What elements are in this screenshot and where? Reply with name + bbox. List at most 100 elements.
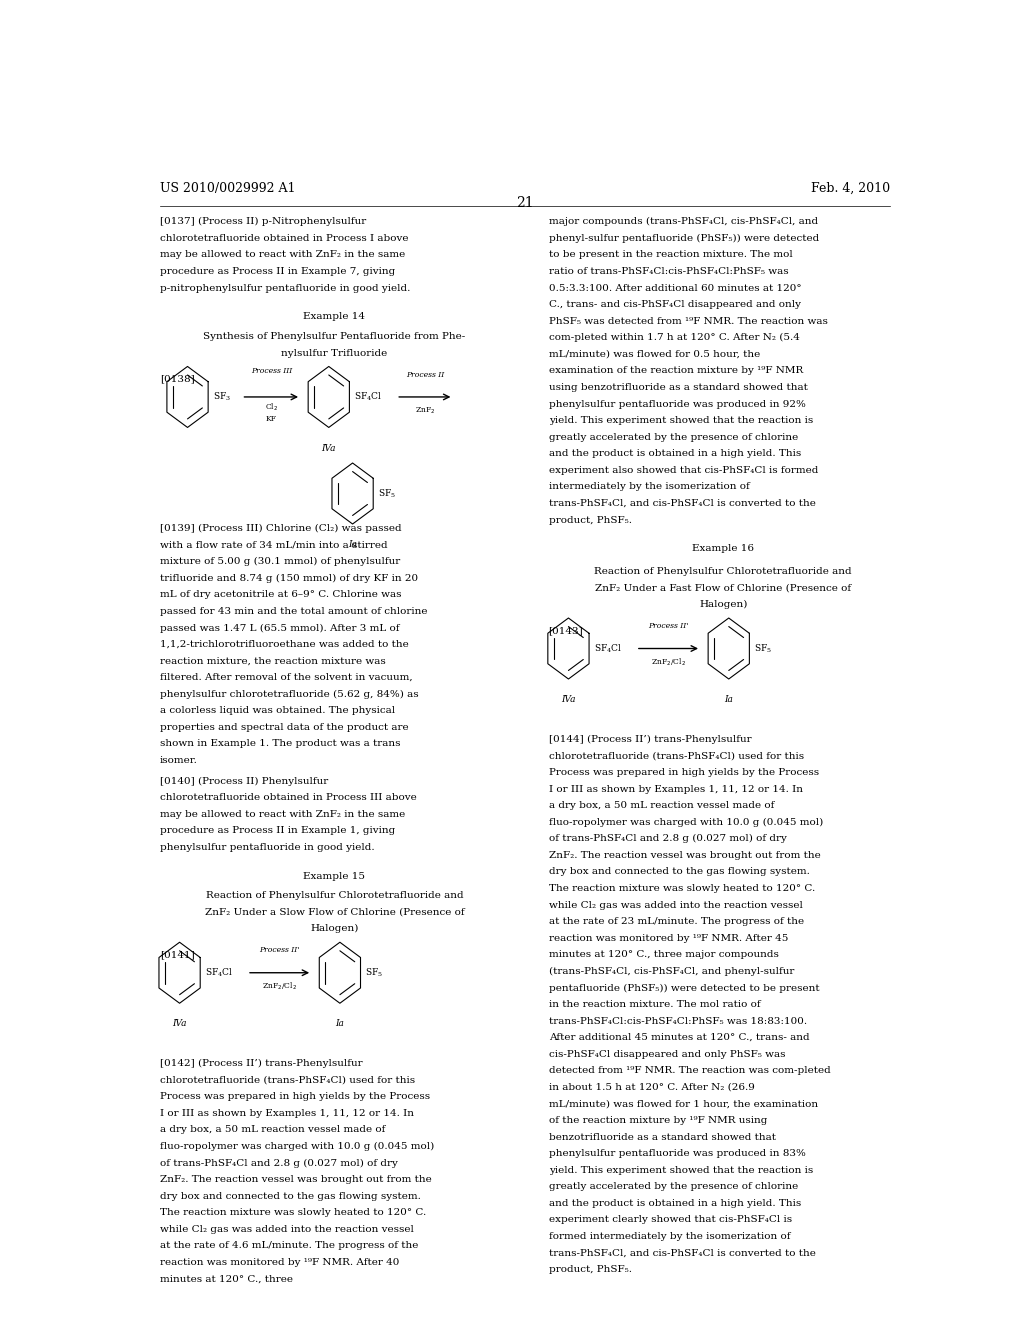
Text: minutes at 120° C., three: minutes at 120° C., three [160,1275,293,1283]
Text: phenylsulfur pentafluoride was produced in 92%: phenylsulfur pentafluoride was produced … [549,400,806,409]
Text: of trans-PhSF₄Cl and 2.8 g (0.027 mol) of dry: of trans-PhSF₄Cl and 2.8 g (0.027 mol) o… [160,1159,397,1168]
Text: Example 16: Example 16 [692,544,755,553]
Text: fluo-ropolymer was charged with 10.0 g (0.045 mol): fluo-ropolymer was charged with 10.0 g (… [160,1142,434,1151]
Text: in about 1.5 h at 120° C. After N₂ (26.9: in about 1.5 h at 120° C. After N₂ (26.9 [549,1082,755,1092]
Text: greatly accelerated by the presence of chlorine: greatly accelerated by the presence of c… [549,1183,798,1191]
Text: [0140] (Process II) Phenylsulfur: [0140] (Process II) Phenylsulfur [160,776,328,785]
Text: IVa: IVa [322,444,336,453]
Text: mL of dry acetonitrile at 6–9° C. Chlorine was: mL of dry acetonitrile at 6–9° C. Chlori… [160,590,401,599]
Text: reaction mixture, the reaction mixture was: reaction mixture, the reaction mixture w… [160,656,385,665]
Text: [0139] (Process III) Chlorine (Cl₂) was passed: [0139] (Process III) Chlorine (Cl₂) was … [160,524,401,533]
Text: at the rate of 23 mL/minute. The progress of the: at the rate of 23 mL/minute. The progres… [549,917,804,927]
Text: chlorotetrafluoride (trans-PhSF₄Cl) used for this: chlorotetrafluoride (trans-PhSF₄Cl) used… [160,1076,415,1085]
Text: p-nitrophenylsulfur pentafluoride in good yield.: p-nitrophenylsulfur pentafluoride in goo… [160,284,411,293]
Text: Halogen): Halogen) [310,924,358,933]
Text: KF: KF [266,416,276,424]
Text: fluo-ropolymer was charged with 10.0 g (0.045 mol): fluo-ropolymer was charged with 10.0 g (… [549,817,823,826]
Text: a dry box, a 50 mL reaction vessel made of: a dry box, a 50 mL reaction vessel made … [549,801,774,810]
Text: cis-PhSF₄Cl disappeared and only PhSF₅ was: cis-PhSF₄Cl disappeared and only PhSF₅ w… [549,1049,785,1059]
Text: ZnF₂. The reaction vessel was brought out from the: ZnF₂. The reaction vessel was brought ou… [549,851,820,859]
Text: PhSF₅ was detected from ¹⁹F NMR. The reaction was: PhSF₅ was detected from ¹⁹F NMR. The rea… [549,317,827,326]
Text: and the product is obtained in a high yield. This: and the product is obtained in a high yi… [549,1199,801,1208]
Text: I or III as shown by Examples 1, 11, 12 or 14. In: I or III as shown by Examples 1, 11, 12 … [549,784,803,793]
Text: Reaction of Phenylsulfur Chlorotetrafluoride and: Reaction of Phenylsulfur Chlorotetrafluo… [206,891,463,900]
Text: product, PhSF₅.: product, PhSF₅. [549,516,632,524]
Text: intermediately by the isomerization of: intermediately by the isomerization of [549,482,750,491]
Text: ZnF₂ Under a Slow Flow of Chlorine (Presence of: ZnF₂ Under a Slow Flow of Chlorine (Pres… [205,908,464,917]
Text: minutes at 120° C., three major compounds: minutes at 120° C., three major compound… [549,950,778,960]
Text: to be present in the reaction mixture. The mol: to be present in the reaction mixture. T… [549,251,793,260]
Text: using benzotrifluoride as a standard showed that: using benzotrifluoride as a standard sho… [549,383,808,392]
Text: Example 14: Example 14 [303,313,366,321]
Text: trans-PhSF₄Cl, and cis-PhSF₄Cl is converted to the: trans-PhSF₄Cl, and cis-PhSF₄Cl is conver… [549,1249,815,1258]
Text: chlorotetrafluoride (trans-PhSF₄Cl) used for this: chlorotetrafluoride (trans-PhSF₄Cl) used… [549,751,804,760]
Text: (trans-PhSF₄Cl, cis-PhSF₄Cl, and phenyl-sulfur: (trans-PhSF₄Cl, cis-PhSF₄Cl, and phenyl-… [549,966,794,975]
Text: ZnF$_2$/Cl$_2$: ZnF$_2$/Cl$_2$ [262,981,297,993]
Text: formed intermediately by the isomerization of: formed intermediately by the isomerizati… [549,1232,791,1241]
Text: procedure as Process II in Example 1, giving: procedure as Process II in Example 1, gi… [160,826,395,836]
Text: Process II': Process II' [259,946,300,954]
Text: mL/minute) was flowed for 0.5 hour, the: mL/minute) was flowed for 0.5 hour, the [549,350,760,359]
Text: yield. This experiment showed that the reaction is: yield. This experiment showed that the r… [549,416,813,425]
Text: while Cl₂ gas was added into the reaction vessel: while Cl₂ gas was added into the reactio… [160,1225,414,1234]
Text: shown in Example 1. The product was a trans: shown in Example 1. The product was a tr… [160,739,400,748]
Text: Reaction of Phenylsulfur Chlorotetrafluoride and: Reaction of Phenylsulfur Chlorotetrafluo… [594,568,852,576]
Text: examination of the reaction mixture by ¹⁹F NMR: examination of the reaction mixture by ¹… [549,367,803,375]
Text: 1,1,2-trichlorotrifluoroethane was added to the: 1,1,2-trichlorotrifluoroethane was added… [160,640,409,649]
Text: 0.5:3.3:100. After additional 60 minutes at 120°: 0.5:3.3:100. After additional 60 minutes… [549,284,801,293]
Text: while Cl₂ gas was added into the reaction vessel: while Cl₂ gas was added into the reactio… [549,900,803,909]
Text: with a flow rate of 34 mL/min into a stirred: with a flow rate of 34 mL/min into a sti… [160,541,387,549]
Text: $\mathregular{SF_4Cl}$: $\mathregular{SF_4Cl}$ [205,966,233,979]
Text: Synthesis of Phenylsulfur Pentafluoride from Phe-: Synthesis of Phenylsulfur Pentafluoride … [203,333,466,341]
Text: yield. This experiment showed that the reaction is: yield. This experiment showed that the r… [549,1166,813,1175]
Text: trifluoride and 8.74 g (150 mmol) of dry KF in 20: trifluoride and 8.74 g (150 mmol) of dry… [160,574,418,583]
Text: After additional 45 minutes at 120° C., trans- and: After additional 45 minutes at 120° C., … [549,1034,809,1041]
Text: of the reaction mixture by ¹⁹F NMR using: of the reaction mixture by ¹⁹F NMR using [549,1115,767,1125]
Text: nylsulfur Trifluoride: nylsulfur Trifluoride [282,348,387,358]
Text: com-pleted within 1.7 h at 120° C. After N₂ (5.4: com-pleted within 1.7 h at 120° C. After… [549,334,800,342]
Text: [0142] (Process II’) trans-Phenylsulfur: [0142] (Process II’) trans-Phenylsulfur [160,1059,362,1068]
Text: phenyl-sulfur pentafluoride (PhSF₅)) were detected: phenyl-sulfur pentafluoride (PhSF₅)) wer… [549,234,819,243]
Text: 21: 21 [516,195,534,210]
Text: I or III as shown by Examples 1, 11, 12 or 14. In: I or III as shown by Examples 1, 11, 12 … [160,1109,414,1118]
Text: ZnF₂ Under a Fast Flow of Chlorine (Presence of: ZnF₂ Under a Fast Flow of Chlorine (Pres… [595,583,851,593]
Text: US 2010/0029992 A1: US 2010/0029992 A1 [160,182,295,195]
Text: experiment clearly showed that cis-PhSF₄Cl is: experiment clearly showed that cis-PhSF₄… [549,1216,792,1225]
Text: [0137] (Process II) p-Nitrophenylsulfur: [0137] (Process II) p-Nitrophenylsulfur [160,218,366,227]
Text: $\mathregular{SF_5}$: $\mathregular{SF_5}$ [366,966,383,979]
Text: dry box and connected to the gas flowing system.: dry box and connected to the gas flowing… [549,867,810,876]
Text: mixture of 5.00 g (30.1 mmol) of phenylsulfur: mixture of 5.00 g (30.1 mmol) of phenyls… [160,557,400,566]
Text: $\mathregular{SF_5}$: $\mathregular{SF_5}$ [754,643,772,655]
Text: at the rate of 4.6 mL/minute. The progress of the: at the rate of 4.6 mL/minute. The progre… [160,1241,418,1250]
Text: Feb. 4, 2010: Feb. 4, 2010 [811,182,890,195]
Text: passed was 1.47 L (65.5 mmol). After 3 mL of: passed was 1.47 L (65.5 mmol). After 3 m… [160,623,399,632]
Text: ratio of trans-PhSF₄Cl:cis-PhSF₄Cl:PhSF₅ was: ratio of trans-PhSF₄Cl:cis-PhSF₄Cl:PhSF₅… [549,267,788,276]
Text: [0138]: [0138] [160,375,195,383]
Text: pentafluoride (PhSF₅)) were detected to be present: pentafluoride (PhSF₅)) were detected to … [549,983,819,993]
Text: Process II': Process II' [648,622,688,630]
Text: may be allowed to react with ZnF₂ in the same: may be allowed to react with ZnF₂ in the… [160,809,406,818]
Text: $\mathregular{SF_4Cl}$: $\mathregular{SF_4Cl}$ [354,391,382,403]
Text: in the reaction mixture. The mol ratio of: in the reaction mixture. The mol ratio o… [549,1001,760,1008]
Text: may be allowed to react with ZnF₂ in the same: may be allowed to react with ZnF₂ in the… [160,251,406,260]
Text: trans-PhSF₄Cl:cis-PhSF₄Cl:PhSF₅ was 18:83:100.: trans-PhSF₄Cl:cis-PhSF₄Cl:PhSF₅ was 18:8… [549,1016,807,1026]
Text: Process III: Process III [251,367,292,375]
Text: Process II: Process II [406,371,444,379]
Text: [0144] (Process II’) trans-Phenylsulfur: [0144] (Process II’) trans-Phenylsulfur [549,735,752,744]
Text: detected from ¹⁹F NMR. The reaction was com-pleted: detected from ¹⁹F NMR. The reaction was … [549,1067,830,1076]
Text: major compounds (trans-PhSF₄Cl, cis-PhSF₄Cl, and: major compounds (trans-PhSF₄Cl, cis-PhSF… [549,218,818,227]
Text: greatly accelerated by the presence of chlorine: greatly accelerated by the presence of c… [549,433,798,442]
Text: $\mathregular{SF_3}$: $\mathregular{SF_3}$ [213,391,231,403]
Text: ZnF$_2$: ZnF$_2$ [415,405,435,416]
Text: experiment also showed that cis-PhSF₄Cl is formed: experiment also showed that cis-PhSF₄Cl … [549,466,818,475]
Text: Cl$_2$: Cl$_2$ [264,401,278,413]
Text: [0141]: [0141] [160,950,195,960]
Text: phenylsulfur chlorotetrafluoride (5.62 g, 84%) as: phenylsulfur chlorotetrafluoride (5.62 g… [160,689,419,698]
Text: dry box and connected to the gas flowing system.: dry box and connected to the gas flowing… [160,1192,421,1201]
Text: a dry box, a 50 mL reaction vessel made of: a dry box, a 50 mL reaction vessel made … [160,1126,385,1134]
Text: reaction was monitored by ¹⁹F NMR. After 40: reaction was monitored by ¹⁹F NMR. After… [160,1258,399,1267]
Text: filtered. After removal of the solvent in vacuum,: filtered. After removal of the solvent i… [160,673,413,682]
Text: product, PhSF₅.: product, PhSF₅. [549,1265,632,1274]
Text: $\mathregular{SF_4Cl}$: $\mathregular{SF_4Cl}$ [594,643,622,655]
Text: The reaction mixture was slowly heated to 120° C.: The reaction mixture was slowly heated t… [160,1208,426,1217]
